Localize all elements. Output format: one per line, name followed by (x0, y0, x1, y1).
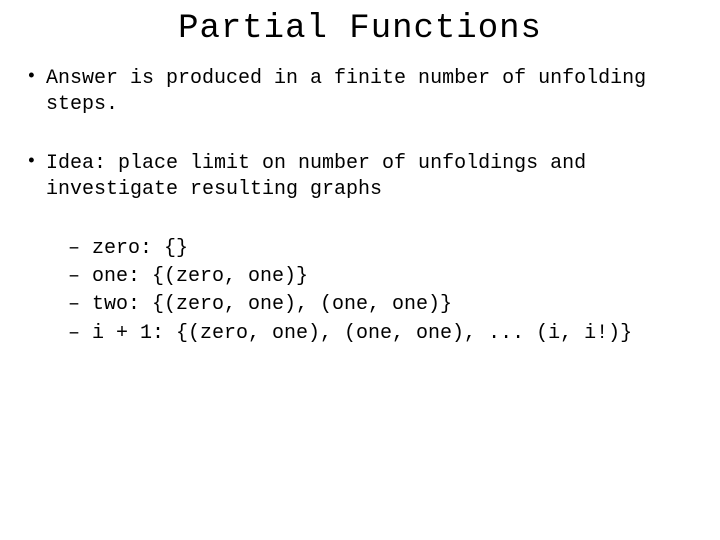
dash-item: i + 1: {(zero, one), (one, one), ... (i,… (68, 321, 698, 347)
slide: Partial Functions Answer is produced in … (0, 0, 720, 540)
dash-text: two: {(zero, one), (one, one)} (92, 293, 452, 316)
dash-item: one: {(zero, one)} (68, 264, 698, 290)
dash-text: i + 1: {(zero, one), (one, one), ... (i,… (92, 322, 632, 345)
bullet-list: Answer is produced in a finite number of… (22, 66, 698, 347)
dash-text: one: {(zero, one)} (92, 265, 308, 288)
dash-item: two: {(zero, one), (one, one)} (68, 292, 698, 318)
dash-item: zero: {} (68, 236, 698, 262)
dash-list: zero: {} one: {(zero, one)} two: {(zero,… (68, 236, 698, 348)
bullet-item: Idea: place limit on number of unfolding… (22, 151, 698, 347)
slide-title: Partial Functions (0, 0, 720, 66)
bullet-text: Answer is produced in a finite number of… (46, 67, 646, 116)
slide-body: Answer is produced in a finite number of… (0, 66, 720, 347)
dash-text: zero: {} (92, 237, 188, 260)
bullet-item: Answer is produced in a finite number of… (22, 66, 698, 119)
bullet-text: Idea: place limit on number of unfolding… (46, 152, 586, 201)
